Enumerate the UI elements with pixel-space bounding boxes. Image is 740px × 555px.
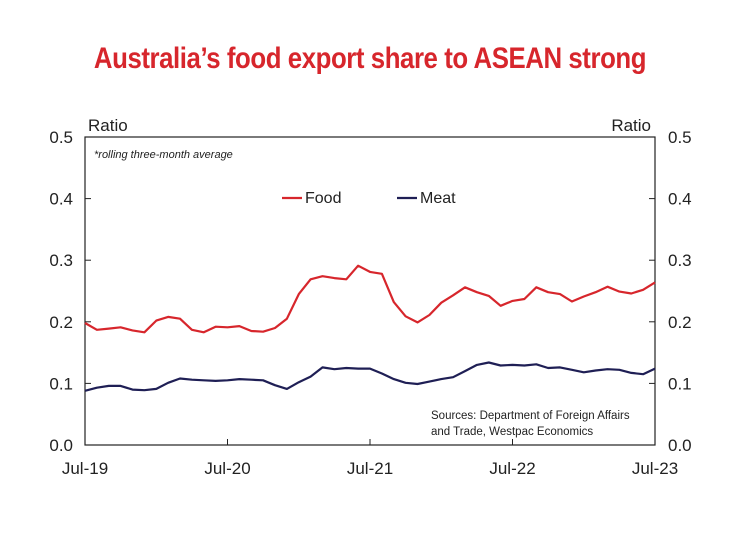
x-tick-label: Jul-19 (62, 459, 108, 478)
y-tick-label-left: 0.2 (49, 313, 73, 332)
series-line-meat (84, 361, 656, 392)
y-tick-label-left: 0.1 (49, 374, 73, 393)
annotations: Ratio Ratio *rolling three-month average So… (88, 116, 651, 438)
y-tick-label-left: 0.4 (49, 190, 73, 209)
ticks-group: 0.0 0.0 0.1 0.1 0.2 0.2 0.3 0.3 0.4 0.4 0.5 0.5 Jul-… (49, 128, 691, 478)
plot-frame (84, 136, 656, 446)
x-tick-label: Jul-23 (632, 459, 678, 478)
series-group (84, 264, 656, 392)
y-tick-label-right: 0.2 (668, 313, 692, 332)
legend-label-meat: Meat (420, 190, 456, 207)
x-tick-label: Jul-22 (489, 459, 535, 478)
source-line: Sources: Department of Foreign Affairs (431, 410, 630, 422)
footnote: *rolling three-month average (94, 149, 233, 161)
x-tick-label: Jul-20 (204, 459, 250, 478)
x-tick-label: Jul-21 (347, 459, 393, 478)
y-tick-label-left: 0.5 (49, 128, 73, 147)
y-tick-label-left: 0.0 (49, 436, 73, 455)
source-line: and Trade, Westpac Economics (431, 426, 593, 438)
y-tick-label-right: 0.5 (668, 128, 692, 147)
legend-label-food: Food (305, 190, 341, 207)
y-unit-left: Ratio (88, 116, 128, 135)
y-unit-right: Ratio (611, 116, 651, 135)
y-tick-label-left: 0.3 (49, 251, 73, 270)
y-tick-label-right: 0.3 (668, 251, 692, 270)
y-tick-label-right: 0.1 (668, 374, 692, 393)
series-line-food (84, 264, 656, 334)
axes-group (84, 136, 656, 446)
y-tick-label-right: 0.0 (668, 436, 692, 455)
y-tick-label-right: 0.4 (668, 190, 692, 209)
legend: Food Meat (282, 190, 456, 207)
chart-title: Australia’s food export share to ASEAN s… (93, 42, 647, 75)
